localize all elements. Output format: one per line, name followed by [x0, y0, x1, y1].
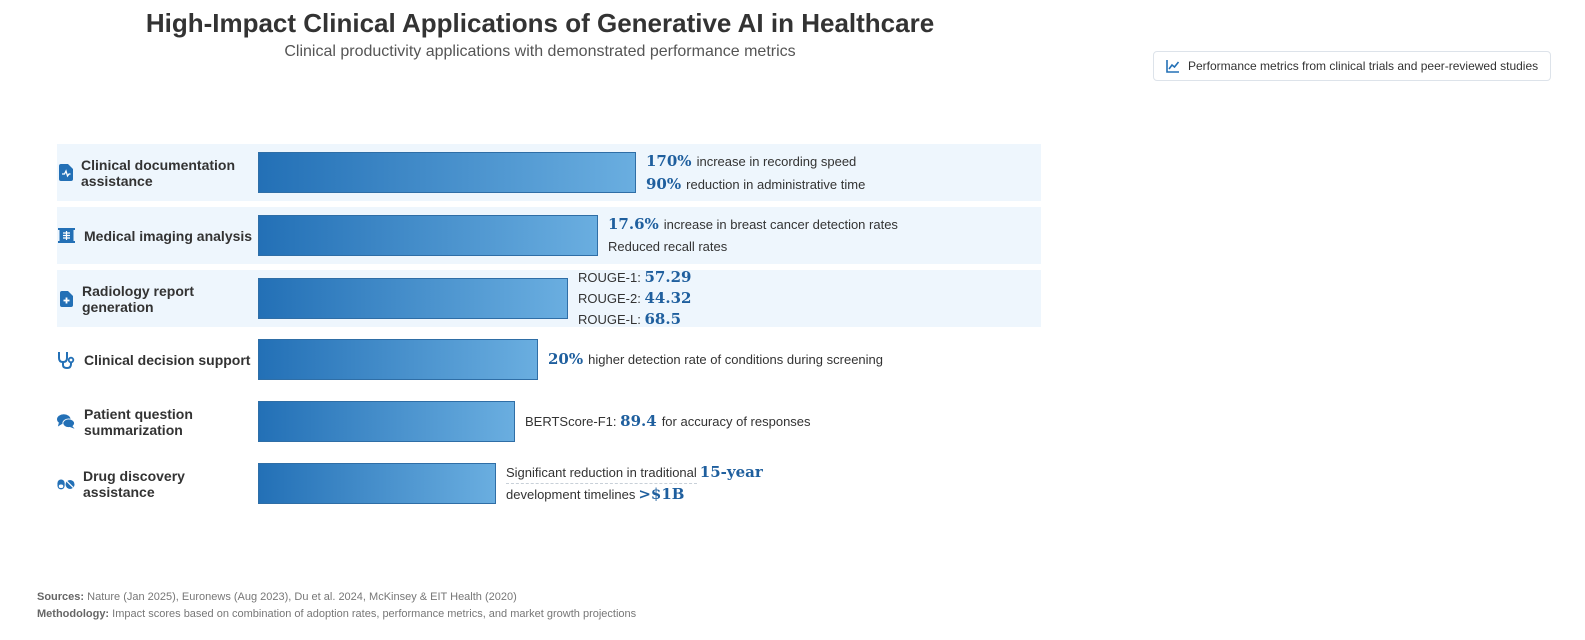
metric-line: 90% reduction in administrative time [646, 173, 865, 196]
bar-metrics: ROUGE-1: 57.29 ROUGE-2: 44.32 ROUGE-L: 6… [578, 270, 696, 327]
bar-label: Clinical documentation assistance [81, 156, 236, 189]
metric-value: 20% [548, 350, 584, 368]
metric-prefix: BERTScore-F1: [525, 414, 617, 429]
metric-line: 170% increase in recording speed [646, 150, 865, 173]
impact-bar [258, 463, 496, 504]
metric-line: ROUGE-L: 68.5 [578, 309, 696, 327]
impact-bar [258, 401, 515, 442]
methodology-line: Methodology: Impact scores based on comb… [37, 606, 636, 623]
bar-label: Radiology report generation [82, 282, 195, 315]
stethoscope-icon [57, 351, 75, 369]
file-medical-icon [57, 164, 75, 182]
bar-metrics: Significant reduction in traditional 15-y… [506, 455, 768, 512]
impact-bar [258, 339, 538, 380]
impact-bar [258, 278, 568, 319]
metric-value: 15-year [699, 463, 763, 481]
metric-prefix: ROUGE-2: [578, 291, 641, 306]
metric-text: increase in recording speed [696, 153, 857, 169]
metric-text: development timelines [506, 487, 636, 502]
metric-line: Significant reduction in traditional 15-y… [506, 462, 768, 484]
sources-line: Sources: Nature (Jan 2025), Euronews (Au… [37, 589, 636, 606]
metric-line: 17.6% increase in breast cancer detection… [608, 213, 898, 236]
metric-value: >$1B [638, 485, 685, 503]
metric-line: Reduced recall rates [608, 236, 898, 258]
bar-row: Patient question summarization BERTScore… [57, 393, 1041, 450]
chart-title: High-Impact Clinical Applications of Gen… [145, 8, 935, 38]
metric-value: 57.29 [644, 270, 692, 286]
chart-line-icon [1166, 60, 1180, 73]
metric-text: Reduced recall rates [608, 239, 728, 254]
sources-text: Nature (Jan 2025), Euronews (Aug 2023), … [87, 591, 517, 603]
x-ray-icon [57, 227, 75, 245]
methodology-text: Impact scores based on combination of ad… [112, 608, 637, 620]
metric-value: 17.6% [608, 215, 659, 233]
bar-row: Clinical documentation assistance 170% in… [57, 144, 1041, 201]
bar-metrics: 17.6% increase in breast cancer detection… [608, 207, 898, 264]
bar-metrics: 20% higher detection rate of conditions d… [548, 331, 883, 388]
data-source-note-text: Performance metrics from clinical trials… [1188, 59, 1539, 73]
impact-bar [258, 152, 636, 193]
metric-value: 90% [646, 174, 682, 193]
file-medical-plus-icon [57, 290, 75, 308]
chart-subtitle: Clinical productivity applications with … [284, 43, 796, 60]
metric-line: development timelines >$1B [506, 484, 768, 505]
metric-line: 20% higher detection rate of conditions d… [548, 348, 883, 371]
metric-text: Significant reduction in traditional [506, 463, 697, 484]
metric-value: 89.4 [620, 412, 657, 430]
bar-row: Clinical decision support 20% higher dete… [57, 331, 1041, 388]
bar-row: Drug discovery assistance Significant re… [57, 455, 1041, 512]
metric-prefix: ROUGE-L: [578, 312, 641, 327]
bar-row: Radiology report generation ROUGE-1: 57.… [57, 270, 1041, 327]
metric-value: 44.32 [644, 289, 692, 307]
metric-text: for accuracy of responses [661, 414, 811, 429]
bar-metrics: BERTScore-F1: 89.4 for accuracy of respon… [525, 393, 811, 450]
metric-value: 68.5 [644, 310, 682, 327]
metric-text: higher detection rate of conditions duri… [588, 352, 883, 367]
comments-icon [57, 413, 75, 431]
metric-value: 170% [646, 151, 692, 170]
metric-line: BERTScore-F1: 89.4 for accuracy of respon… [525, 410, 811, 433]
data-source-note: Performance metrics from clinical trials… [1153, 51, 1551, 81]
bar-metrics: 170% increase in recording speed 90% reduc… [646, 144, 865, 201]
sources-label: Sources: [37, 591, 85, 603]
metric-line: ROUGE-2: 44.32 [578, 288, 696, 309]
bar-label: Drug discovery assistance [83, 467, 185, 500]
bar-label: Clinical decision support [84, 351, 251, 368]
bar-row: Medical imaging analysis 17.6% increase i… [57, 207, 1041, 264]
bar-label: Medical imaging analysis [84, 227, 253, 244]
pills-icon [57, 475, 75, 493]
metric-prefix: ROUGE-1: [578, 270, 641, 285]
metric-line: ROUGE-1: 57.29 [578, 270, 696, 288]
impact-bar [258, 215, 598, 256]
bar-label: Patient question summarization [84, 405, 193, 438]
metric-text: increase in breast cancer detection rate… [663, 217, 898, 232]
methodology-label: Methodology: [37, 608, 110, 620]
chart-footnotes: Sources: Nature (Jan 2025), Euronews (Au… [37, 589, 636, 623]
metric-text: reduction in administrative time [686, 176, 866, 192]
